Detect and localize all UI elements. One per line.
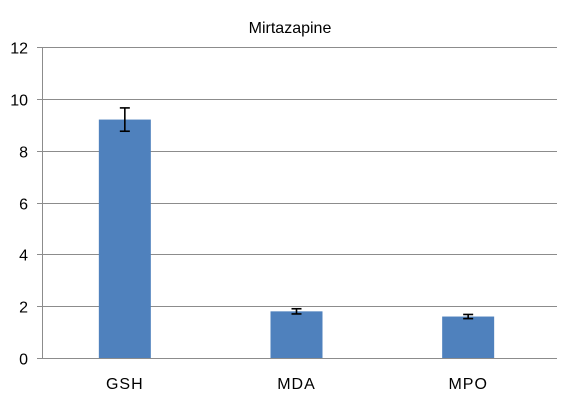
- x-tick-label-mda: MDA: [277, 376, 316, 393]
- x-tick-label-mpo: MPO: [448, 376, 487, 393]
- y-tick-label: 12: [10, 41, 28, 58]
- error-bars: [119, 107, 474, 320]
- bar-mda: [270, 311, 323, 358]
- chart-title: Mirtazapine: [249, 20, 332, 37]
- y-tick-label: 0: [19, 352, 28, 369]
- y-tick-label: 4: [19, 248, 28, 265]
- y-tick-label: 8: [19, 145, 28, 162]
- bar-mpo: [442, 316, 495, 358]
- x-tick-label-gsh: GSH: [106, 376, 144, 393]
- bars: [98, 119, 495, 358]
- x-axis-category-labels: GSH MDA MPO: [106, 376, 487, 393]
- y-tick-label: 10: [10, 93, 28, 110]
- y-axis-tick-labels: 0 2 4 6 8 10 12: [10, 41, 28, 369]
- bar-gsh: [98, 119, 151, 358]
- y-tick-label: 2: [19, 300, 28, 317]
- y-tick-label: 6: [19, 197, 28, 214]
